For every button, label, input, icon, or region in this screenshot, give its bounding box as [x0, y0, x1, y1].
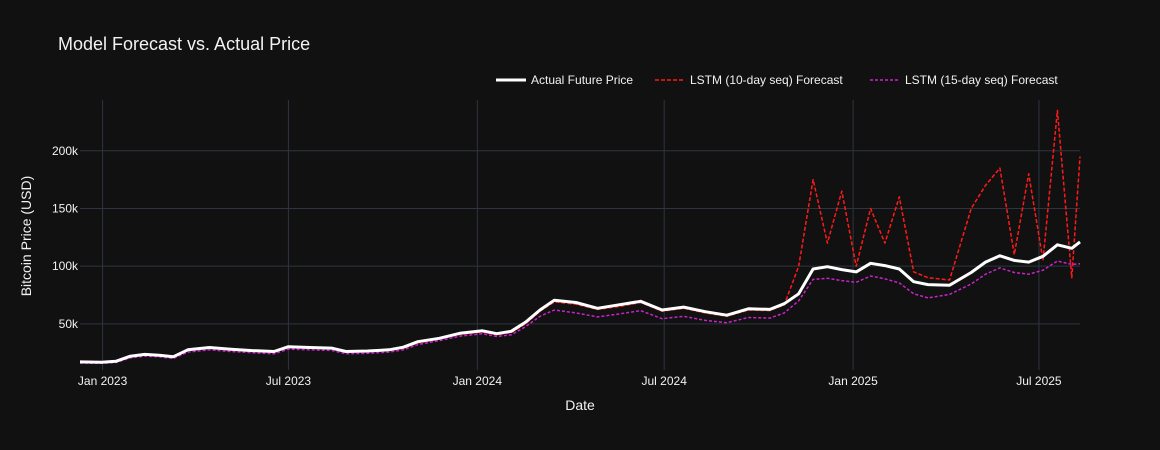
grid-layer: [80, 100, 1080, 370]
legend-label: LSTM (15-day seq) Forecast: [905, 73, 1058, 87]
legend-item[interactable]: LSTM (15-day seq) Forecast: [870, 73, 1058, 87]
x-tick-label: Jan 2025: [828, 374, 878, 388]
chart-title: Model Forecast vs. Actual Price: [58, 34, 310, 54]
y-tick-label: 200k: [52, 144, 79, 158]
x-tick-label: Jul 2024: [642, 374, 688, 388]
series-line: [79, 260, 1081, 365]
y-axis-title: Bitcoin Price (USD): [18, 176, 34, 297]
legend-item[interactable]: LSTM (10-day seq) Forecast: [655, 73, 843, 87]
y-tick-label: 100k: [52, 259, 79, 273]
y-tick-label: 50k: [59, 317, 79, 331]
legend[interactable]: Actual Future Price LSTM (10-day seq) For…: [496, 73, 1058, 87]
series-layer: [79, 109, 1081, 365]
x-axis-title: Date: [565, 397, 595, 413]
tick-layer: Jan 2023 Jul 2023 Jan 2024 Jul 2024 Jan 2025…: [52, 144, 1062, 388]
series-line: [79, 240, 1081, 364]
legend-label: Actual Future Price: [531, 73, 633, 87]
legend-item[interactable]: Actual Future Price: [496, 73, 633, 87]
legend-label: LSTM (10-day seq) Forecast: [690, 73, 843, 87]
x-tick-label: Jan 2024: [453, 374, 503, 388]
series-line: [79, 109, 1081, 364]
x-tick-label: Jan 2023: [78, 374, 128, 388]
y-tick-label: 150k: [52, 201, 79, 215]
x-tick-label: Jul 2023: [266, 374, 312, 388]
x-tick-label: Jul 2025: [1016, 374, 1062, 388]
